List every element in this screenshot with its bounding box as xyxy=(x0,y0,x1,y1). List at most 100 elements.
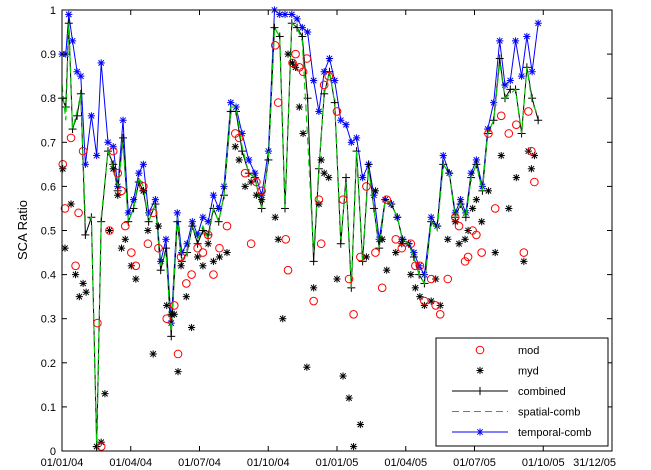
legend: mod myd combined spatial-comb temporal-comb xyxy=(435,337,609,447)
data-point-myd-44-d2 xyxy=(289,59,296,66)
data-point-combined-53 xyxy=(342,173,351,182)
data-point-mod-76-circle xyxy=(477,248,486,257)
data-point-temporal-comb-85-d2 xyxy=(523,33,530,40)
data-point-mod-50 xyxy=(324,71,334,81)
data-point-mod-12-circle xyxy=(120,221,130,231)
data-point-temporal-comb-85 xyxy=(523,32,531,41)
data-point-mod-28-circle xyxy=(209,270,218,279)
data-point-mod-42 xyxy=(291,49,300,59)
data-point-combined-79 xyxy=(489,116,498,125)
data-point-temporal-comb-86-d2 xyxy=(529,68,536,75)
data-point-temporal-comb-11 xyxy=(109,143,117,151)
data-point-mod-60 xyxy=(391,235,401,244)
data-point-myd-31 xyxy=(209,257,218,265)
data-point-mod-0-circle xyxy=(58,160,68,169)
data-point-mod-7-circle xyxy=(96,442,106,451)
data-point-mod-36 xyxy=(257,186,266,196)
data-point-mod-45 xyxy=(302,54,312,63)
data-point-myd-16 xyxy=(132,275,140,283)
data-point-temporal-comb-41-d2 xyxy=(276,11,283,18)
data-point-myd-82-d2 xyxy=(498,152,505,159)
data-point-temporal-comb-23 xyxy=(173,209,181,217)
data-point-mod-15-circle xyxy=(139,182,148,191)
x-tick-label-3: 01/10/04 xyxy=(247,457,290,469)
data-point-mod-61 xyxy=(397,243,407,253)
y-tick-label-4: 0.4 xyxy=(41,270,56,282)
data-point-mod-45-circle xyxy=(302,54,312,63)
data-point-myd-65 xyxy=(407,271,415,279)
data-point-myd-19-d2 xyxy=(150,350,157,358)
data-point-myd-24 xyxy=(174,368,182,376)
data-point-mod-81 xyxy=(512,120,521,129)
data-point-myd-85-d2 xyxy=(520,258,527,265)
data-point-temporal-comb-33 xyxy=(227,99,235,107)
data-point-myd-9 xyxy=(101,390,109,398)
data-point-myd-25 xyxy=(177,262,185,270)
data-point-mod-75-circle xyxy=(472,230,481,240)
data-point-temporal-comb-24-d2 xyxy=(178,249,185,256)
data-point-mod-9-circle xyxy=(108,146,118,156)
data-point-mod-84 xyxy=(527,146,536,156)
data-point-myd-27-d2 xyxy=(188,324,195,331)
data-point-myd-74 xyxy=(455,240,463,248)
data-point-myd-52-d2 xyxy=(321,170,328,177)
data-point-myd-8 xyxy=(97,438,105,446)
data-point-mod-57 xyxy=(371,248,380,257)
data-point-mod-83-circle xyxy=(524,107,533,116)
data-point-temporal-comb-82-d2 xyxy=(507,77,514,84)
x-tick-label-8: 31/12/05 xyxy=(573,457,616,469)
data-point-combined-27 xyxy=(193,239,202,248)
data-point-myd-72-d2 xyxy=(444,236,451,243)
x-tick-label-4: 01/01/05 xyxy=(316,457,359,469)
data-point-combined-20 xyxy=(156,266,165,275)
data-point-myd-35 xyxy=(235,156,243,164)
data-point-mod-21-circle xyxy=(173,349,183,359)
data-point-mod-85 xyxy=(530,177,539,187)
data-point-mod-53-circle xyxy=(344,274,354,284)
data-point-myd-50-d2 xyxy=(315,200,322,208)
data-point-temporal-comb-83 xyxy=(511,37,520,45)
data-point-myd-68-d2 xyxy=(421,302,428,309)
data-point-mod-44 xyxy=(298,67,308,77)
data-point-temporal-comb-7-d2 xyxy=(88,112,95,119)
data-point-temporal-comb-3-d2 xyxy=(69,37,76,44)
data-point-myd-9-d2 xyxy=(101,390,108,397)
x-tick-label-6: 01/07/05 xyxy=(453,457,496,469)
y-tick-label-2: 0.2 xyxy=(41,358,56,370)
data-point-mod-19 xyxy=(162,314,172,324)
data-point-mod-44-circle xyxy=(298,67,308,77)
data-point-mod-17 xyxy=(148,208,158,218)
data-point-temporal-comb-26 xyxy=(188,218,196,226)
data-point-mod-9 xyxy=(108,146,118,156)
data-point-mod-11-circle xyxy=(117,186,126,196)
data-point-myd-11 xyxy=(109,165,117,173)
data-point-temporal-comb-7 xyxy=(87,112,95,120)
data-point-myd-26-d2 xyxy=(183,293,190,300)
data-point-mod-17-circle xyxy=(148,208,158,218)
data-point-myd-54 xyxy=(333,275,341,283)
data-point-temporal-comb-45-d2 xyxy=(299,24,306,31)
data-point-myd-58 xyxy=(356,420,364,429)
data-point-mod-14-circle xyxy=(131,261,141,271)
data-point-mod-6-circle xyxy=(93,318,102,328)
data-point-myd-16-d2 xyxy=(132,275,139,283)
data-point-myd-57 xyxy=(349,442,358,451)
data-point-mod-65-circle xyxy=(420,296,429,306)
data-point-mod-0 xyxy=(58,160,68,169)
data-point-mod-24 xyxy=(187,270,196,279)
data-point-myd-4-d2 xyxy=(76,293,83,300)
legend-item-spatial-comb: spatial-comb xyxy=(452,407,580,419)
data-point-myd-30-d2 xyxy=(205,240,212,247)
data-point-mod-71 xyxy=(454,221,464,231)
data-point-temporal-comb-31-d2 xyxy=(215,205,222,212)
data-point-mod-52 xyxy=(338,195,348,204)
data-point-mod-80-circle xyxy=(504,129,514,138)
data-point-mod-34-circle xyxy=(246,239,256,249)
data-point-mod-58-circle xyxy=(377,283,387,293)
y-tick-label-10: 1 xyxy=(50,5,56,17)
legend-marker-myd xyxy=(476,366,484,375)
data-point-temporal-comb-20-d2 xyxy=(157,258,164,265)
data-point-myd-76 xyxy=(464,226,472,235)
data-point-mod-13 xyxy=(127,248,136,257)
legend-marker-temporal-comb xyxy=(476,428,484,436)
